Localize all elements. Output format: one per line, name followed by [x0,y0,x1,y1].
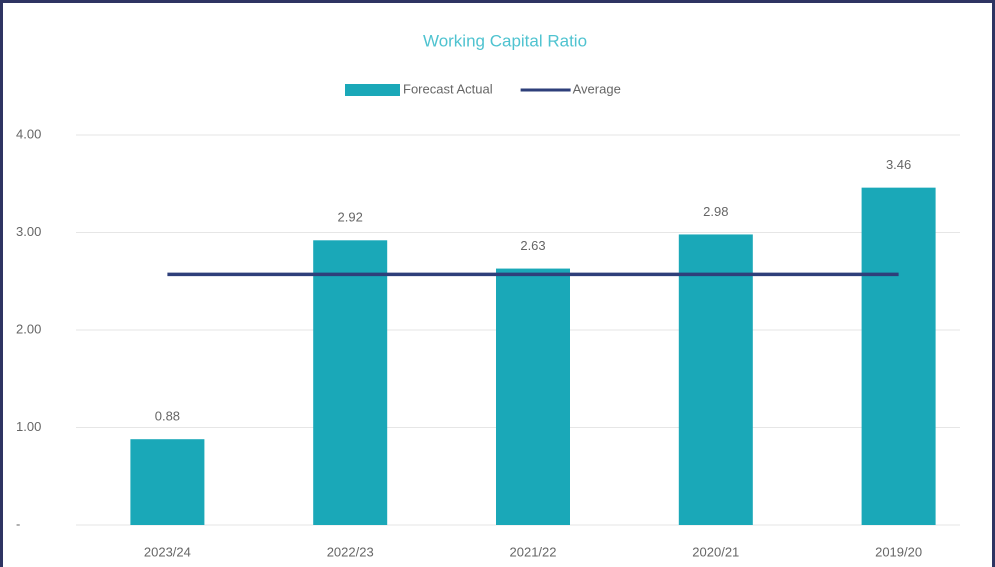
legend-label: Forecast Actual [403,81,493,96]
bar [130,439,205,525]
x-tick-label: 2021/22 [510,544,557,559]
bar [496,268,570,525]
data-label: 2.63 [520,238,545,253]
chart-title: Working Capital Ratio [423,31,587,50]
x-tick-label: 2022/23 [327,544,374,559]
data-label: 2.92 [338,210,363,225]
y-tick-label: 1.00 [16,419,41,434]
data-label: 0.88 [155,409,180,424]
data-label: 2.98 [703,204,728,219]
y-tick-label: 3.00 [16,224,41,239]
y-tick-label: 2.00 [16,321,41,336]
x-tick-label: 2019/20 [875,544,922,559]
bar [861,187,936,525]
x-tick-label: 2023/24 [144,544,191,559]
x-tick-label: 2020/21 [692,544,739,559]
data-label: 3.46 [886,157,911,172]
y-tick-label: 4.00 [16,126,41,141]
bar [313,240,388,526]
bar [678,234,753,525]
legend-swatch [345,84,400,96]
legend-label: Average [573,81,621,96]
y-tick-label: - [16,516,20,531]
